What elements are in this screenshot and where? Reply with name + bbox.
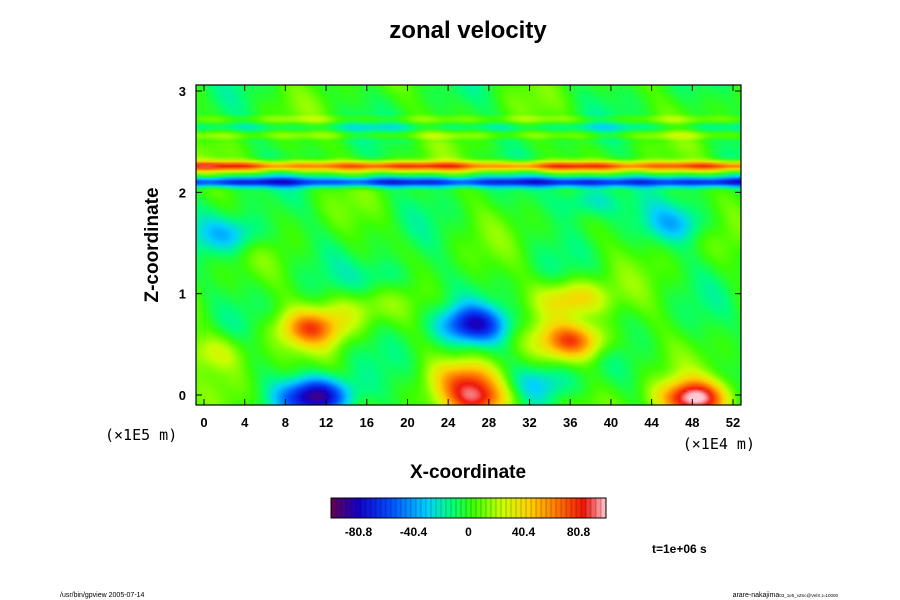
colorbar-cell: [450, 497, 457, 519]
y-tick-label: 3: [179, 84, 186, 99]
x-tick-label: 40: [604, 415, 618, 430]
x-tick-label: 52: [726, 415, 740, 430]
colorbar-cell: [565, 497, 572, 519]
colorbar-cell: [435, 497, 442, 519]
x-axis-label: X-coordinate: [410, 462, 526, 483]
colorbar-cell: [430, 497, 437, 519]
x-tick-label: 48: [685, 415, 699, 430]
chart-title: zonal velocity: [389, 17, 547, 44]
colorbar-cell: [485, 497, 492, 519]
x-tick-label: 20: [400, 415, 414, 430]
x-tick-label: 44: [644, 415, 659, 430]
colorbar-cell: [545, 497, 552, 519]
colorbar-cell: [535, 497, 542, 519]
colorbar-cell: [580, 497, 587, 519]
colorbar-cell: [500, 497, 507, 519]
colorbar-cell: [345, 497, 352, 519]
footer-right: arare-nakajima03_1e5_vZnc@VelX,t=10000: [733, 592, 839, 599]
colorbar-cell: [495, 497, 502, 519]
footer-right-main: arare-nakajima: [733, 592, 780, 599]
colorbar-cell: [400, 497, 407, 519]
colorbar-cell: [395, 497, 402, 519]
y-axis-ticks: 0 1 2 3: [179, 84, 741, 403]
y-axis-unit: (×1E5 m): [105, 426, 177, 444]
x-tick-label: 0: [200, 415, 207, 430]
x-tick-label: 24: [441, 415, 456, 430]
x-axis-unit: (×1E4 m): [683, 435, 755, 453]
colorbar-cell: [470, 497, 477, 519]
colorbar-cell: [385, 497, 392, 519]
colorbar-cell: [460, 497, 467, 519]
colorbar-tick-label: -80.8: [345, 525, 373, 539]
time-annotation: t=1e+06 s: [652, 542, 707, 556]
colorbar-cell: [505, 497, 512, 519]
colorbar-cell: [575, 497, 582, 519]
colorbar-tick-label: 80.8: [567, 525, 591, 539]
footer-right-sub: 03_1e5_vZnc@VelX,t=10000: [779, 593, 838, 598]
colorbar-cell: [555, 497, 562, 519]
colorbar-cell: [510, 497, 517, 519]
colorbar-cell: [355, 497, 362, 519]
colorbar-cell: [525, 497, 532, 519]
x-axis-ticks: 0 4 8 12 16 20 24 28 32 36 40 44 48 52: [200, 85, 740, 430]
colorbar-cell: [560, 497, 567, 519]
y-tick-label: 1: [179, 287, 186, 302]
colorbar-cell: [480, 497, 487, 519]
x-tick-label: 28: [482, 415, 496, 430]
colorbar-cell: [585, 497, 592, 519]
colorbar-cell: [520, 497, 527, 519]
colorbar-tick-label: -40.4: [400, 525, 428, 539]
colorbar-ticks: -80.8 -40.4 0 40.4 80.8: [345, 525, 591, 539]
colorbar-cell: [455, 497, 462, 519]
y-tick-label: 2: [179, 185, 186, 200]
colorbar-cell: [405, 497, 412, 519]
colorbar-cell: [440, 497, 447, 519]
colorbar: -80.8 -40.4 0 40.4 80.8: [330, 497, 607, 539]
colorbar-tick-label: 0: [465, 525, 472, 539]
colorbar-cell: [415, 497, 422, 519]
colorbar-cell: [595, 497, 602, 519]
colorbar-cell: [380, 497, 387, 519]
footer-left: /usr/bin/gpview 2005-07-14: [60, 592, 145, 599]
colorbar-cell: [490, 497, 497, 519]
x-tick-label: 8: [282, 415, 289, 430]
colorbar-cell: [570, 497, 577, 519]
colorbar-cell: [340, 497, 347, 519]
x-tick-label: 12: [319, 415, 333, 430]
colorbar-cell: [550, 497, 557, 519]
colorbar-tick-label: 40.4: [512, 525, 536, 539]
plot-frame: [195, 84, 742, 406]
colorbar-cell: [360, 497, 367, 519]
colorbar-cell: [365, 497, 372, 519]
y-axis-label: Z-coordinate: [142, 187, 163, 302]
colorbar-cell: [590, 497, 597, 519]
colorbar-cell: [420, 497, 427, 519]
colorbar-cell: [335, 497, 342, 519]
colorbar-cell: [370, 497, 377, 519]
x-tick-label: 36: [563, 415, 577, 430]
colorbar-cell: [330, 497, 337, 519]
colorbar-cell: [375, 497, 382, 519]
x-tick-label: 4: [241, 415, 249, 430]
colorbar-cell: [425, 497, 432, 519]
x-tick-label: 16: [360, 415, 374, 430]
y-tick-label: 0: [179, 388, 186, 403]
colorbar-cell: [475, 497, 482, 519]
colorbar-cell: [410, 497, 417, 519]
x-tick-label: 32: [522, 415, 536, 430]
colorbar-cell: [540, 497, 547, 519]
colorbar-frame: [330, 497, 607, 519]
heatmap-field: [196, 85, 741, 405]
colorbar-cell: [390, 497, 397, 519]
colorbar-cell: [515, 497, 522, 519]
colorbar-cell: [445, 497, 452, 519]
colorbar-cells: [330, 497, 607, 519]
colorbar-cell: [530, 497, 537, 519]
colorbar-cell: [465, 497, 472, 519]
colorbar-cell: [350, 497, 357, 519]
